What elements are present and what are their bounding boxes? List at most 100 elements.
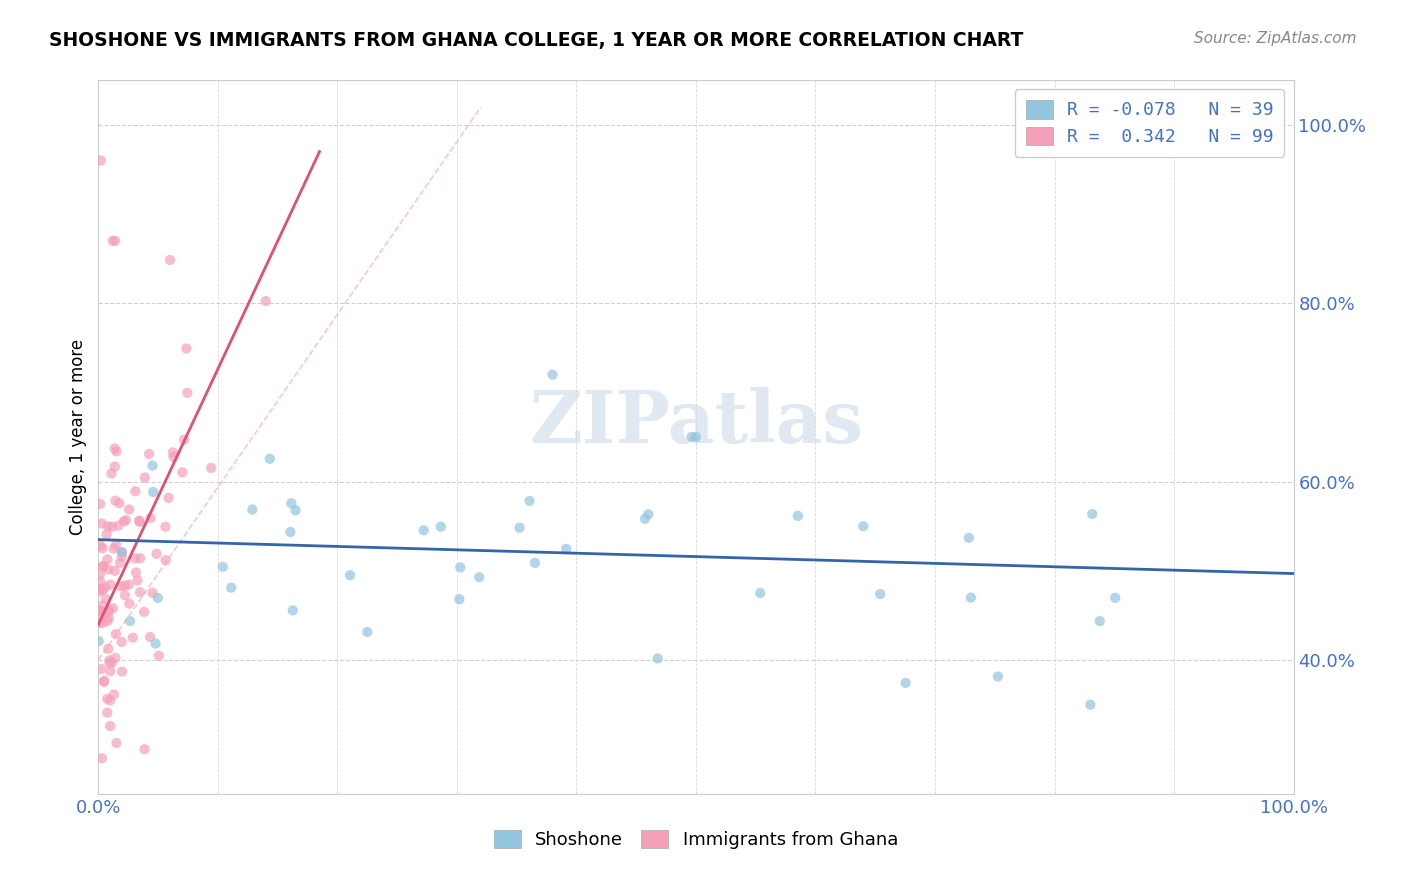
- Point: [104, 234, 127, 248]
- Point: [541, 368, 564, 382]
- Point: [98, 665, 121, 679]
- Point: [681, 430, 703, 444]
- Point: [103, 688, 125, 702]
- Point: [894, 676, 917, 690]
- Point: [134, 742, 156, 756]
- Point: [104, 627, 127, 641]
- Point: [960, 591, 983, 605]
- Point: [219, 581, 242, 595]
- Point: [89, 539, 111, 553]
- Point: [127, 574, 149, 588]
- Point: [110, 579, 132, 593]
- Text: Source: ZipAtlas.com: Source: ZipAtlas.com: [1194, 31, 1357, 46]
- Point: [111, 549, 134, 564]
- Point: [1081, 507, 1104, 521]
- Point: [412, 524, 434, 538]
- Point: [87, 634, 110, 648]
- Point: [124, 551, 146, 566]
- Point: [555, 541, 578, 556]
- Point: [142, 586, 165, 600]
- Point: [101, 656, 124, 670]
- Point: [132, 605, 155, 619]
- Point: [111, 665, 134, 679]
- Point: [89, 604, 111, 618]
- Point: [519, 494, 541, 508]
- Point: [869, 587, 891, 601]
- Point: [91, 516, 114, 531]
- Point: [134, 470, 156, 484]
- Y-axis label: College, 1 year or more: College, 1 year or more: [69, 339, 87, 535]
- Point: [449, 560, 471, 574]
- Point: [1104, 591, 1126, 605]
- Point: [104, 651, 127, 665]
- Point: [96, 706, 118, 720]
- Point: [280, 496, 302, 510]
- Point: [90, 153, 112, 168]
- Point: [749, 586, 772, 600]
- Point: [101, 234, 124, 248]
- Point: [852, 519, 875, 533]
- Point: [121, 631, 143, 645]
- Point: [91, 615, 114, 630]
- Point: [118, 614, 141, 628]
- Point: [211, 559, 233, 574]
- Point: [280, 524, 302, 539]
- Point: [100, 577, 122, 591]
- Point: [145, 547, 167, 561]
- Point: [987, 669, 1010, 683]
- Point: [89, 574, 111, 589]
- Point: [634, 512, 657, 526]
- Point: [97, 603, 120, 617]
- Point: [104, 442, 127, 456]
- Point: [124, 484, 146, 499]
- Point: [112, 514, 135, 528]
- Point: [509, 521, 531, 535]
- Point: [91, 751, 114, 765]
- Point: [104, 493, 127, 508]
- Point: [146, 591, 169, 605]
- Point: [104, 459, 127, 474]
- Point: [786, 508, 808, 523]
- Point: [93, 673, 115, 688]
- Point: [523, 556, 546, 570]
- Point: [1088, 614, 1111, 628]
- Point: [91, 559, 114, 574]
- Point: [103, 541, 125, 556]
- Point: [107, 518, 129, 533]
- Point: [200, 461, 222, 475]
- Point: [129, 585, 152, 599]
- Point: [94, 581, 117, 595]
- Point: [93, 559, 115, 574]
- Point: [101, 601, 124, 615]
- Point: [128, 514, 150, 528]
- Point: [89, 604, 111, 618]
- Point: [97, 605, 120, 619]
- Point: [139, 630, 162, 644]
- Point: [685, 430, 707, 444]
- Point: [259, 451, 281, 466]
- Text: SHOSHONE VS IMMIGRANTS FROM GHANA COLLEGE, 1 YEAR OR MORE CORRELATION CHART: SHOSHONE VS IMMIGRANTS FROM GHANA COLLEG…: [49, 31, 1024, 50]
- Point: [111, 545, 134, 559]
- Point: [254, 294, 277, 309]
- Point: [449, 592, 471, 607]
- Point: [114, 588, 136, 602]
- Point: [118, 597, 141, 611]
- Point: [142, 458, 165, 473]
- Point: [105, 538, 128, 552]
- Point: [157, 491, 180, 505]
- Point: [101, 519, 124, 533]
- Point: [97, 641, 120, 656]
- Point: [111, 635, 134, 649]
- Point: [105, 736, 128, 750]
- Point: [96, 527, 118, 541]
- Point: [89, 567, 111, 582]
- Point: [94, 591, 117, 606]
- Point: [957, 531, 980, 545]
- Point: [111, 545, 134, 559]
- Point: [97, 519, 120, 533]
- Point: [138, 447, 160, 461]
- Point: [97, 562, 120, 576]
- Point: [173, 433, 195, 447]
- Point: [89, 584, 111, 599]
- Point: [89, 615, 111, 630]
